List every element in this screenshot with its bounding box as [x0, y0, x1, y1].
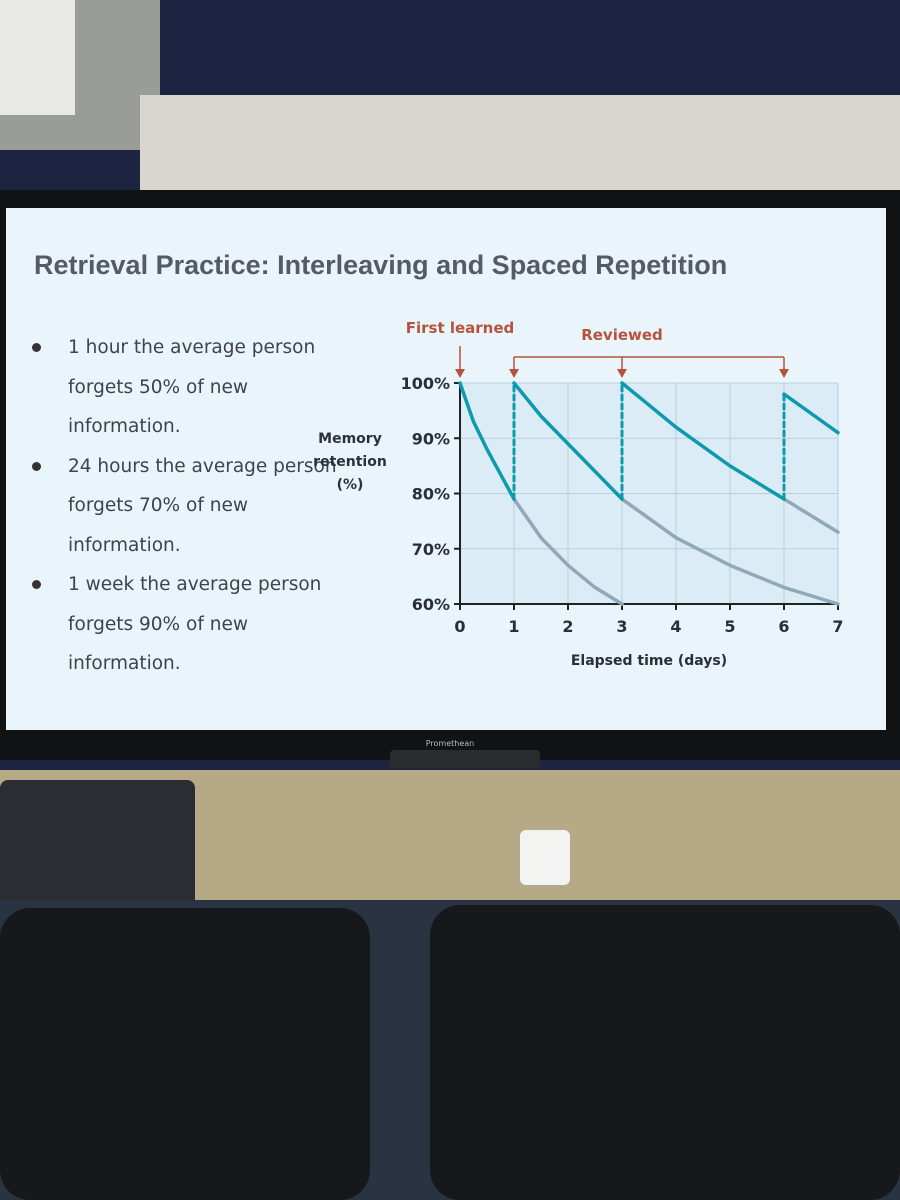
bullet: 1 hour the average person forgets 50% of… — [30, 328, 350, 447]
x-tick-label: 3 — [616, 617, 627, 636]
x-tick-label: 0 — [454, 617, 465, 636]
y-tick-label: 100% — [401, 374, 450, 393]
charger — [520, 830, 570, 885]
chair — [430, 905, 900, 1200]
bullet: 1 week the average person forgets 90% of… — [30, 565, 350, 684]
y-axis-label: Memory retention (%) — [313, 431, 387, 493]
x-tick-label: 6 — [778, 617, 789, 636]
x-tick-label: 5 — [724, 617, 735, 636]
window — [0, 0, 75, 115]
retention-curve — [620, 497, 840, 606]
y-tick-label: 90% — [412, 429, 450, 448]
retention-curve — [782, 392, 840, 435]
slide-title: Retrieval Practice: Interleaving and Spa… — [34, 250, 728, 280]
y-tick-label: 60% — [412, 595, 450, 614]
annotation: Reviewed — [581, 326, 663, 344]
wall-trim — [140, 95, 900, 195]
x-tick-label: 1 — [508, 617, 519, 636]
control-bar — [390, 750, 540, 768]
retention-curve — [782, 497, 840, 534]
bullet-list: 1 hour the average person forgets 50% of… — [30, 328, 350, 684]
retention-curve — [512, 497, 624, 606]
chart: 60% 70% 80% 90% 100% 0 1 2 3 4 5 6 7 Elapsed time (da… — [401, 319, 844, 669]
x-tick-label: 4 — [670, 617, 681, 636]
bullet: 24 hours the average person forgets 70% … — [30, 447, 350, 566]
x-tick-label: 7 — [832, 617, 843, 636]
retention-curve — [620, 381, 786, 501]
arrow-head — [455, 369, 465, 378]
arrow-head — [509, 369, 519, 378]
brand: Promethean — [425, 739, 475, 748]
y-tick-label: 80% — [412, 485, 450, 504]
y-tick-label: 70% — [412, 540, 450, 559]
laptop — [0, 780, 195, 920]
arrow-head — [617, 369, 627, 378]
chair — [0, 908, 370, 1200]
annotation: First learned — [406, 319, 515, 337]
retention-curve — [458, 381, 516, 501]
x-tick-label: 2 — [562, 617, 573, 636]
retention-curve — [512, 381, 624, 501]
x-axis-label: Elapsed time (days) — [571, 653, 727, 669]
arrow-head — [779, 369, 789, 378]
